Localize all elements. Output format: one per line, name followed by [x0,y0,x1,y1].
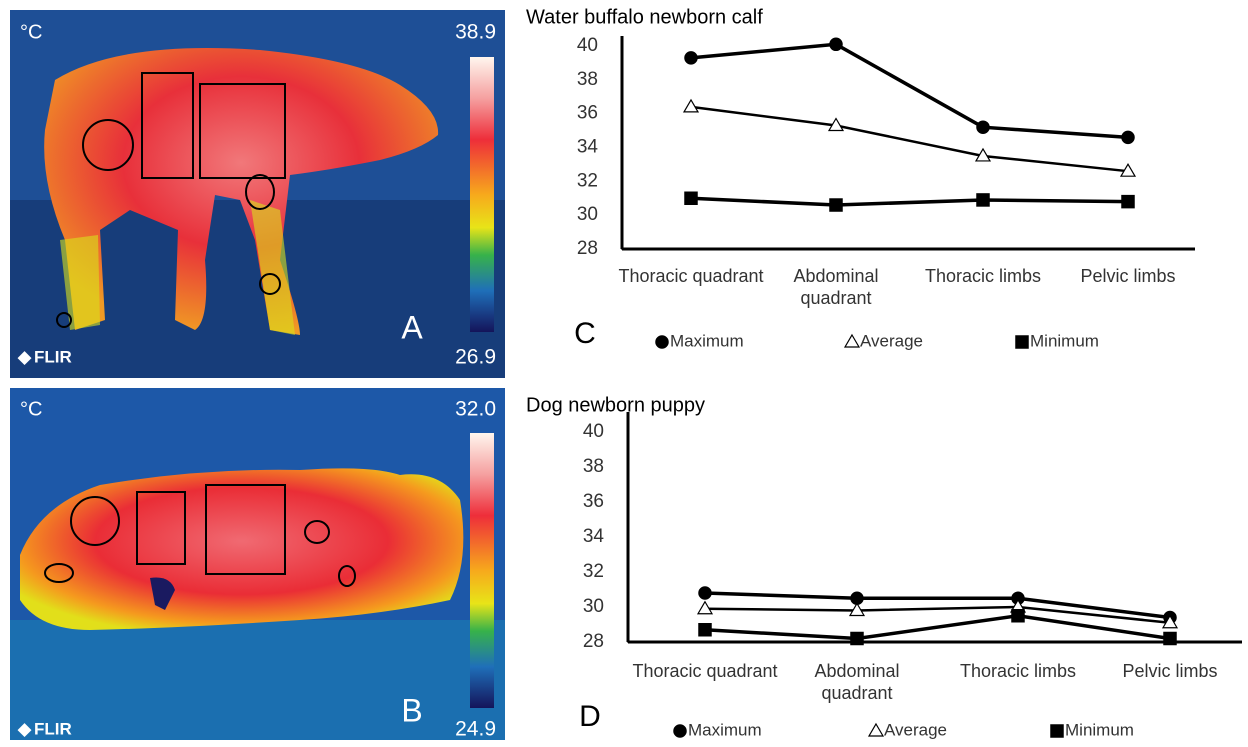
x-tick-label: Abdominal quadrant [782,660,932,704]
y-tick-label: 30 [583,596,604,617]
unit-label: °C [20,398,42,420]
y-tick-label: 36 [577,103,598,124]
x-tick-label-box: Thoracic limbs [908,265,1058,315]
legend-label: Minimum [1030,331,1099,350]
y-tick-label: 28 [577,238,598,259]
legend-marker [674,725,686,737]
data-point [1122,131,1134,143]
scale-max: 32.0 [455,398,496,421]
x-tick-label-box: Pelvic limbs [1053,265,1203,315]
x-tick-label: Abdominal quadrant [761,265,911,309]
data-point [977,194,989,206]
x-tick-label-box: Thoracic limbs [943,660,1093,710]
y-tick-label: 38 [577,69,598,90]
x-tick-label-box: Abdominal quadrant [761,265,911,315]
y-tick-label: 32 [583,561,604,582]
panel-label: D [579,700,601,733]
series-line [705,593,1170,618]
page: °C 38.9 26.9 FLIR ◆ A °C 32.0 24.9 FLIR … [0,0,1248,747]
y-tick-label: 36 [583,491,604,512]
unit-label: °C [20,21,42,43]
color-scale [470,433,494,708]
brand-icon: ◆ [17,347,32,366]
data-point [1122,196,1134,208]
data-point [685,192,697,204]
thermal-image-a: °C 38.9 26.9 FLIR ◆ A [10,10,505,378]
series-line [705,616,1170,639]
data-point [699,587,711,599]
panel-label: C [574,317,596,350]
panel-label: B [401,692,422,728]
x-tick-label: Thoracic limbs [943,660,1093,682]
data-point [977,121,989,133]
data-point [1012,610,1024,622]
legend-label: Maximum [688,720,762,739]
data-point [851,633,863,645]
y-tick-label: 40 [583,421,604,442]
brand-icon: ◆ [17,719,32,738]
data-point [685,52,697,64]
brand-logo: FLIR [34,719,72,738]
legend-marker [845,335,859,347]
legend-marker [1016,336,1028,348]
y-tick-label: 34 [577,137,599,158]
y-tick-label: 30 [577,204,598,225]
x-tick-label-box: Thoracic quadrant [616,265,766,315]
x-tick-label: Pelvic limbs [1053,265,1203,287]
data-point [1164,633,1176,645]
y-tick-label: 40 [577,35,598,56]
series-line [691,107,1128,171]
x-tick-label-box: Thoracic quadrant [630,660,780,710]
chart-title: Water buffalo newborn calf [526,6,763,28]
thermal-image-b: °C 32.0 24.9 FLIR ◆ B [10,388,505,741]
legend-marker [656,336,668,348]
brand-logo: FLIR [34,347,72,366]
y-tick-label: 34 [583,526,605,547]
legend-label: Maximum [670,331,744,350]
scale-min: 24.9 [455,718,496,741]
x-tick-label-box: Abdominal quadrant [782,660,932,710]
scale-min: 26.9 [455,346,496,369]
y-tick-label: 32 [577,170,598,191]
series-line [691,198,1128,205]
legend-label: Minimum [1065,720,1134,739]
data-point [830,38,842,50]
y-tick-label: 38 [583,456,604,477]
panel-label: A [401,309,423,345]
data-point [699,624,711,636]
scale-max: 38.9 [455,21,496,44]
figure: °C 38.9 26.9 FLIR ◆ A °C 32.0 24.9 FLIR … [0,0,1248,747]
data-point [684,100,698,112]
y-tick-label: 28 [583,631,604,652]
x-tick-label-box: Pelvic limbs [1095,660,1245,710]
legend-label: Average [860,331,923,350]
image-background [10,620,505,740]
legend-label: Average [884,720,947,739]
x-tick-label: Thoracic limbs [908,265,1058,287]
legend-marker [1051,725,1063,737]
puppy-silhouette [20,468,463,630]
x-tick-label: Pelvic limbs [1095,660,1245,682]
legend-marker [869,724,883,736]
data-point [830,199,842,211]
chart-title: Dog newborn puppy [526,394,705,416]
color-scale [470,57,494,332]
x-tick-label: Thoracic quadrant [616,265,766,287]
series-line [691,44,1128,137]
x-tick-label: Thoracic quadrant [630,660,780,682]
